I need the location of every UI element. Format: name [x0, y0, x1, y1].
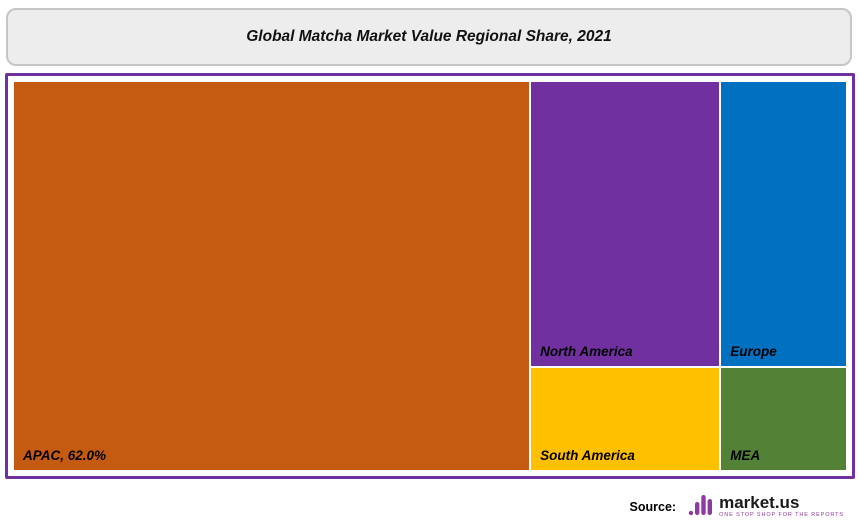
treemap-cell-apac: APAC, 62.0% [13, 81, 531, 471]
brand-text: market.us ONE STOP SHOP FOR THE REPORTS [719, 494, 844, 519]
brand-name: market.us [719, 493, 800, 513]
treemap-cell-mea: MEA [720, 366, 847, 471]
brand-bars-icon [688, 492, 714, 521]
chart-title: Global Matcha Market Value Regional Shar… [246, 28, 612, 45]
treemap-cell-label-mea: MEA [730, 447, 761, 463]
treemap-cell-north-america: North America [530, 81, 721, 367]
brand-logo: market.us ONE STOP SHOP FOR THE REPORTS [688, 492, 844, 521]
chart-title-box: Global Matcha Market Value Regional Shar… [6, 8, 852, 66]
treemap-cell-label-europe: Europe [730, 343, 777, 359]
source-label: Source: [629, 499, 677, 514]
treemap-cell-label-apac: APAC, 62.0% [23, 448, 107, 463]
treemap: APAC, 62.0% North America Europe South Amer… [13, 81, 847, 471]
treemap-cell-south-america: South America [530, 366, 721, 471]
brand-tagline: ONE STOP SHOP FOR THE REPORTS [719, 512, 844, 519]
treemap-cell-label-north-america: North America [540, 343, 633, 359]
source-footer: Source: market.us ONE STOP SHOP FOR THE … [630, 492, 844, 521]
treemap-cell-europe: Europe [720, 81, 847, 367]
chart-area: APAC, 62.0% North America Europe South Amer… [5, 73, 855, 479]
treemap-cell-label-south-america: South America [540, 447, 635, 463]
